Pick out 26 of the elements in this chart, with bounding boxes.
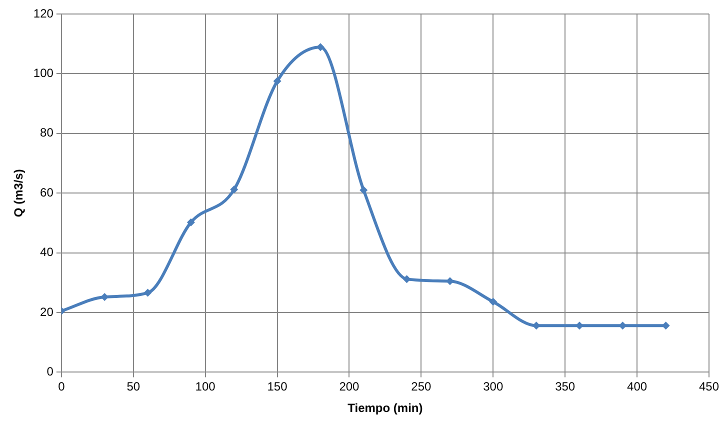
y-tick-label: 120 [33, 6, 54, 20]
x-tick-label: 450 [698, 380, 720, 394]
y-tick-label: 20 [40, 304, 54, 319]
point [186, 218, 195, 226]
y-tick-label: 100 [33, 66, 54, 80]
point [230, 186, 238, 194]
point [402, 275, 411, 284]
x-axis-title: Tiempo (min) [348, 401, 423, 416]
y-tick-label: 60 [40, 185, 54, 200]
x-tick-label: 100 [195, 380, 216, 394]
point [489, 298, 498, 306]
x-tick-label: 350 [555, 380, 576, 394]
point [273, 77, 282, 86]
y-tick-label: 80 [40, 126, 54, 140]
x-tick-label: 150 [267, 380, 288, 394]
x-tick-label: 250 [411, 380, 432, 394]
x-tick-label: 200 [339, 380, 360, 394]
y-tick-label: 0 [46, 364, 54, 379]
y-tick-label: 40 [40, 245, 54, 260]
x-tick-label: 400 [627, 380, 648, 394]
point [360, 186, 368, 194]
x-tick-label: 300 [483, 380, 504, 394]
x-tick-label: 0 [58, 380, 66, 394]
point [144, 288, 152, 297]
x-tick-label: 50 [126, 380, 140, 394]
y-axis-title: Q (m3/s) [12, 169, 26, 218]
